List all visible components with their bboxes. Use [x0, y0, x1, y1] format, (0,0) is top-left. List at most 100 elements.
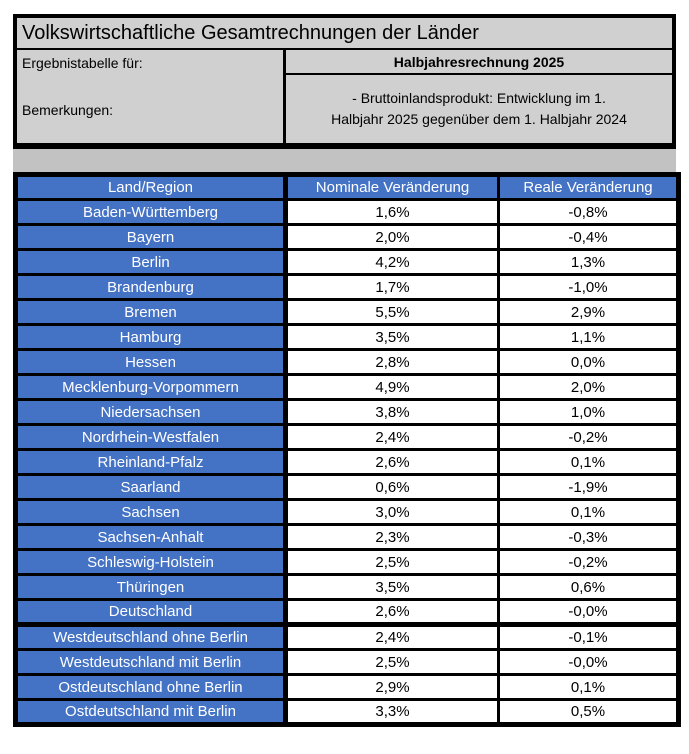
report-title: Volkswirtschaftliche Gesamtrechnungen de… [17, 18, 672, 50]
region-cell: Mecklenburg-Vorpommern [14, 373, 288, 401]
report-info-labels: Ergebnistabelle für: Bemerkungen: [17, 50, 283, 143]
real-cell: -0,0% [497, 598, 680, 626]
col-header-nominal: Nominale Veränderung [284, 173, 500, 201]
real-cell: -1,0% [497, 273, 680, 301]
table-row: Westdeutschland mit Berlin 2,5% -0,0% [14, 648, 680, 676]
table-body: Baden-Württemberg 1,6% -0,8% Bayern 2,0% -0,4… [14, 198, 680, 726]
real-cell: 0,1% [497, 673, 680, 701]
table-row: Nordrhein-Westfalen 2,4% -0,2% [14, 423, 680, 451]
region-cell: Rheinland-Pfalz [14, 448, 288, 476]
nominal-cell: 1,6% [284, 198, 500, 226]
real-cell: -0,0% [497, 648, 680, 676]
nominal-cell: 3,0% [284, 498, 500, 526]
region-cell: Sachsen [14, 498, 288, 526]
table-row: Rheinland-Pfalz 2,6% 0,1% [14, 448, 680, 476]
table-row: Hessen 2,8% 0,0% [14, 348, 680, 376]
real-cell: -0,8% [497, 198, 680, 226]
table-header-row: Land/Region Nominale Veränderung Reale V… [14, 173, 680, 201]
nominal-cell: 3,5% [284, 573, 500, 601]
region-cell: Hessen [14, 348, 288, 376]
table-row: Bayern 2,0% -0,4% [14, 223, 680, 251]
nominal-cell: 3,8% [284, 398, 500, 426]
real-cell: -0,4% [497, 223, 680, 251]
region-cell: Deutschland [14, 598, 288, 626]
nominal-cell: 2,5% [284, 648, 500, 676]
region-cell: Thüringen [14, 573, 288, 601]
nominal-cell: 2,4% [284, 622, 500, 651]
region-cell: Ostdeutschland ohne Berlin [14, 673, 288, 701]
real-cell: 0,5% [497, 698, 680, 726]
table-row: Bremen 5,5% 2,9% [14, 298, 680, 326]
region-cell: Westdeutschland ohne Berlin [14, 622, 288, 651]
real-cell: 1,0% [497, 398, 680, 426]
nominal-cell: 2,0% [284, 223, 500, 251]
real-cell: 0,6% [497, 573, 680, 601]
table-row: Baden-Württemberg 1,6% -0,8% [14, 198, 680, 226]
real-cell: -0,1% [497, 622, 680, 651]
real-cell: 1,3% [497, 248, 680, 276]
col-header-real: Reale Veränderung [497, 173, 680, 201]
real-cell: -1,9% [497, 473, 680, 501]
table-row: Ostdeutschland mit Berlin 3,3% 0,5% [14, 698, 680, 726]
results-table: Land/Region Nominale Veränderung Reale V… [13, 172, 681, 727]
page: Volkswirtschaftliche Gesamtrechnungen de… [13, 14, 681, 727]
table-row: Thüringen 3,5% 0,6% [14, 573, 680, 601]
nominal-cell: 2,9% [284, 673, 500, 701]
region-cell: Bremen [14, 298, 288, 326]
period-value: Halbjahresrechnung 2025 [286, 50, 672, 75]
region-cell: Ostdeutschland mit Berlin [14, 698, 288, 726]
table-row: Deutschland 2,6% -0,0% [14, 598, 680, 626]
region-cell: Schleswig-Holstein [14, 548, 288, 576]
real-cell: 0,0% [497, 348, 680, 376]
report-info: Ergebnistabelle für: Bemerkungen: Halbja… [17, 50, 672, 143]
region-cell: Berlin [14, 248, 288, 276]
real-cell: -0,2% [497, 548, 680, 576]
real-cell: -0,2% [497, 423, 680, 451]
nominal-cell: 2,3% [284, 523, 500, 551]
table-row: Hamburg 3,5% 1,1% [14, 323, 680, 351]
table-row: Schleswig-Holstein 2,5% -0,2% [14, 548, 680, 576]
nominal-cell: 0,6% [284, 473, 500, 501]
real-cell: -0,3% [497, 523, 680, 551]
table-row: Ostdeutschland ohne Berlin 2,9% 0,1% [14, 673, 680, 701]
real-cell: 0,1% [497, 448, 680, 476]
remarks-value: - Bruttoinlandsprodukt: Entwicklung im 1… [286, 75, 672, 143]
remark-line: - Bruttoinlandsprodukt: Entwicklung im 1… [352, 90, 606, 106]
col-header-region: Land/Region [14, 173, 288, 201]
nominal-cell: 3,3% [284, 698, 500, 726]
region-cell: Sachsen-Anhalt [14, 523, 288, 551]
report-info-values: Halbjahresrechnung 2025 - Bruttoinlandsp… [283, 50, 672, 143]
region-cell: Niedersachsen [14, 398, 288, 426]
report-header: Volkswirtschaftliche Gesamtrechnungen de… [13, 14, 676, 149]
table-row: Sachsen-Anhalt 2,3% -0,3% [14, 523, 680, 551]
nominal-cell: 5,5% [284, 298, 500, 326]
remarks-label: Bemerkungen: [22, 102, 114, 118]
nominal-cell: 2,8% [284, 348, 500, 376]
nominal-cell: 4,9% [284, 373, 500, 401]
nominal-cell: 2,4% [284, 423, 500, 451]
region-cell: Bayern [14, 223, 288, 251]
nominal-cell: 2,6% [284, 598, 500, 626]
table-row: Westdeutschland ohne Berlin 2,4% -0,1% [14, 622, 680, 651]
region-cell: Nordrhein-Westfalen [14, 423, 288, 451]
nominal-cell: 2,6% [284, 448, 500, 476]
real-cell: 2,9% [497, 298, 680, 326]
table-row: Sachsen 3,0% 0,1% [14, 498, 680, 526]
real-cell: 1,1% [497, 323, 680, 351]
nominal-cell: 1,7% [284, 273, 500, 301]
region-cell: Brandenburg [14, 273, 288, 301]
table-row: Niedersachsen 3,8% 1,0% [14, 398, 680, 426]
table-row: Saarland 0,6% -1,9% [14, 473, 680, 501]
region-cell: Westdeutschland mit Berlin [14, 648, 288, 676]
remark-line: Halbjahr 2025 gegenüber dem 1. Halbjahr … [331, 111, 627, 127]
table-row: Mecklenburg-Vorpommern 4,9% 2,0% [14, 373, 680, 401]
table-row: Berlin 4,2% 1,3% [14, 248, 680, 276]
nominal-cell: 3,5% [284, 323, 500, 351]
real-cell: 0,1% [497, 498, 680, 526]
region-cell: Baden-Württemberg [14, 198, 288, 226]
nominal-cell: 2,5% [284, 548, 500, 576]
region-cell: Saarland [14, 473, 288, 501]
table-row: Brandenburg 1,7% -1,0% [14, 273, 680, 301]
nominal-cell: 4,2% [284, 248, 500, 276]
real-cell: 2,0% [497, 373, 680, 401]
